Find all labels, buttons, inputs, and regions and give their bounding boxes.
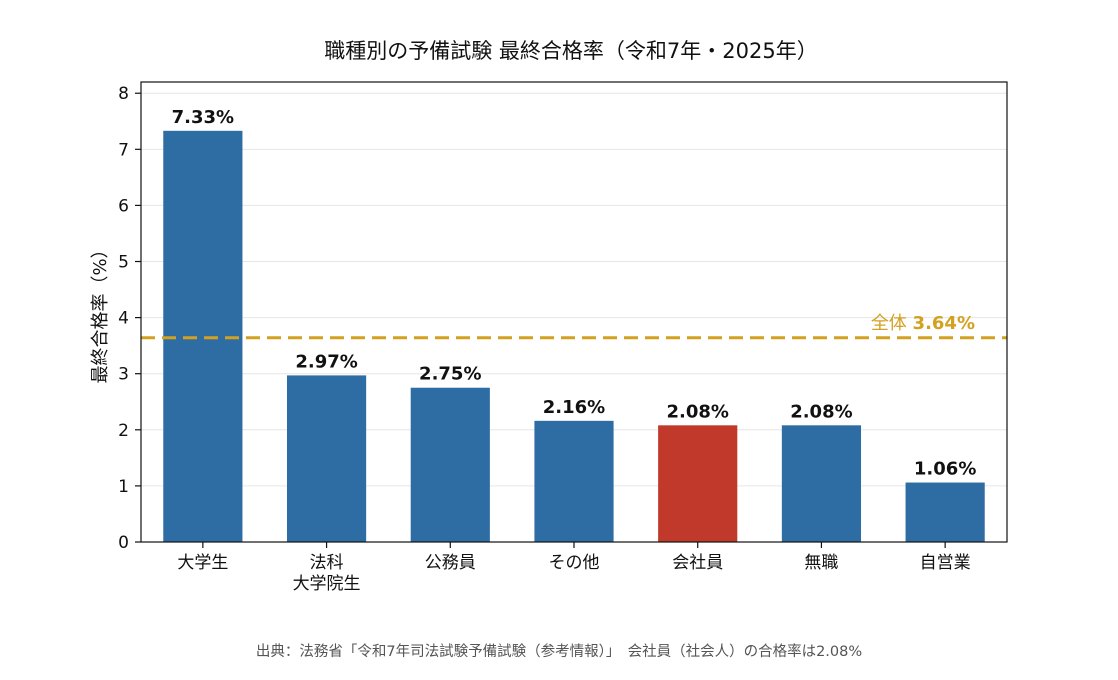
reference-label-value: 3.64%: [913, 313, 975, 334]
bar: [781, 425, 862, 542]
chart-title: 職種別の予備試験 最終合格率（令和7年・2025年）: [324, 39, 817, 63]
bar: [905, 482, 985, 542]
bar: [286, 375, 367, 542]
x-tick-label: 無職: [804, 553, 838, 573]
data-label: 2.08%: [666, 401, 728, 422]
y-tick-label: 7: [118, 140, 129, 160]
bar: [658, 425, 738, 542]
y-tick-label: 0: [118, 533, 129, 553]
data-label: 2.97%: [295, 351, 357, 372]
source-note: 出典：法務省「令和7年司法試験予備試験（参考情報）」 会社員（社会人）の合格率は…: [256, 643, 862, 660]
x-tick-label: 公務員: [425, 553, 476, 573]
reference-label: 全体 3.64%: [871, 313, 975, 334]
y-tick-label: 6: [118, 196, 129, 216]
x-tick-label: 大学生: [177, 553, 228, 573]
x-tick-label: 大学院生: [293, 574, 361, 594]
y-tick-label: 2: [118, 421, 129, 441]
data-label: 2.16%: [543, 397, 605, 418]
reference-layer: 全体 3.64%: [141, 313, 1007, 340]
data-label-layer: 7.33% 2.97% 2.75% 2.16% 2.08% 2.08% 1.06%: [172, 107, 977, 480]
data-label: 1.06%: [914, 459, 976, 480]
data-label: 2.75%: [419, 364, 481, 385]
y-tick-label: 8: [118, 84, 129, 104]
y-tick-label: 1: [118, 477, 129, 497]
x-tick-label: その他: [549, 553, 600, 573]
y-tick-label: 4: [118, 309, 129, 329]
x-tick-label: 法科: [310, 553, 344, 573]
data-label: 7.33%: [172, 107, 234, 128]
reference-label-prefix: 全体: [871, 313, 913, 334]
y-axis-ticks: 0 1 2 3 4 5 6 7 8: [118, 84, 141, 553]
x-tick-label: 会社員: [672, 553, 723, 573]
x-tick-label: 自営業: [920, 553, 971, 573]
y-tick-label: 5: [118, 253, 129, 273]
y-tick-label: 3: [118, 365, 129, 385]
bar: [534, 420, 614, 542]
y-axis-label: 最終合格率（%）: [90, 240, 111, 383]
bar: [410, 387, 490, 542]
data-label: 2.08%: [790, 401, 852, 422]
